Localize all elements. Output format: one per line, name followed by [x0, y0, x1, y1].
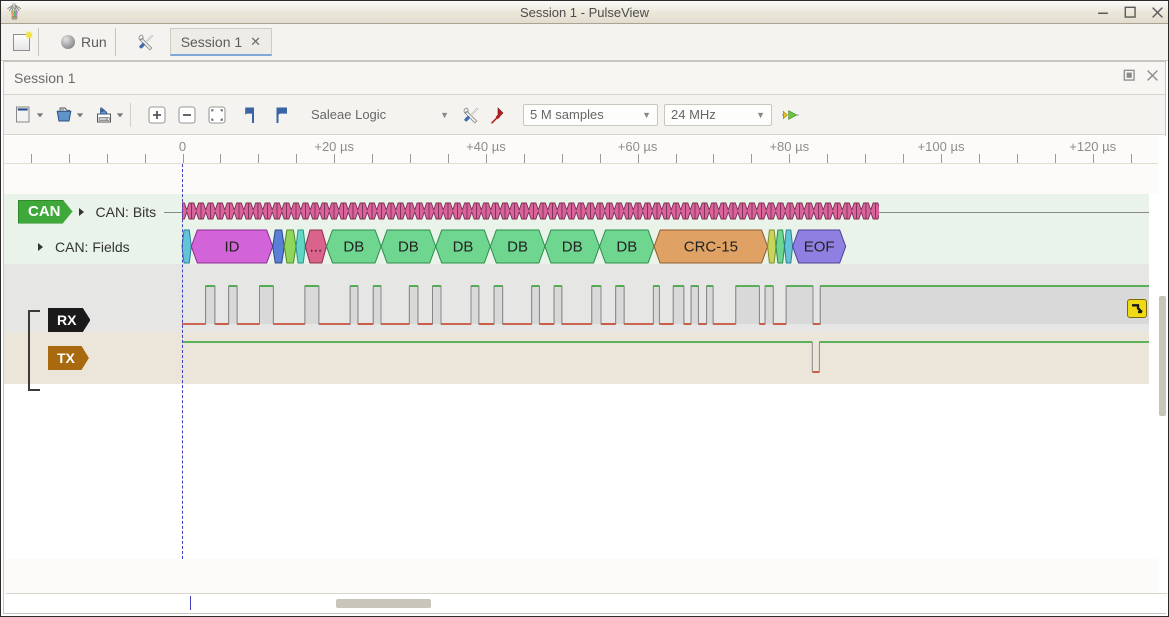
svg-text:DB: DB: [562, 239, 583, 256]
svg-text:ID: ID: [225, 239, 240, 256]
svg-text:EOF: EOF: [804, 239, 835, 256]
svg-text:...: ...: [310, 239, 323, 256]
svg-text:CRC-15: CRC-15: [684, 239, 738, 256]
svg-text:DB: DB: [398, 239, 419, 256]
svg-text:DB: DB: [343, 239, 364, 256]
svg-text:DB: DB: [507, 239, 528, 256]
svg-text:DB: DB: [453, 239, 474, 256]
svg-text:DB: DB: [616, 239, 637, 256]
